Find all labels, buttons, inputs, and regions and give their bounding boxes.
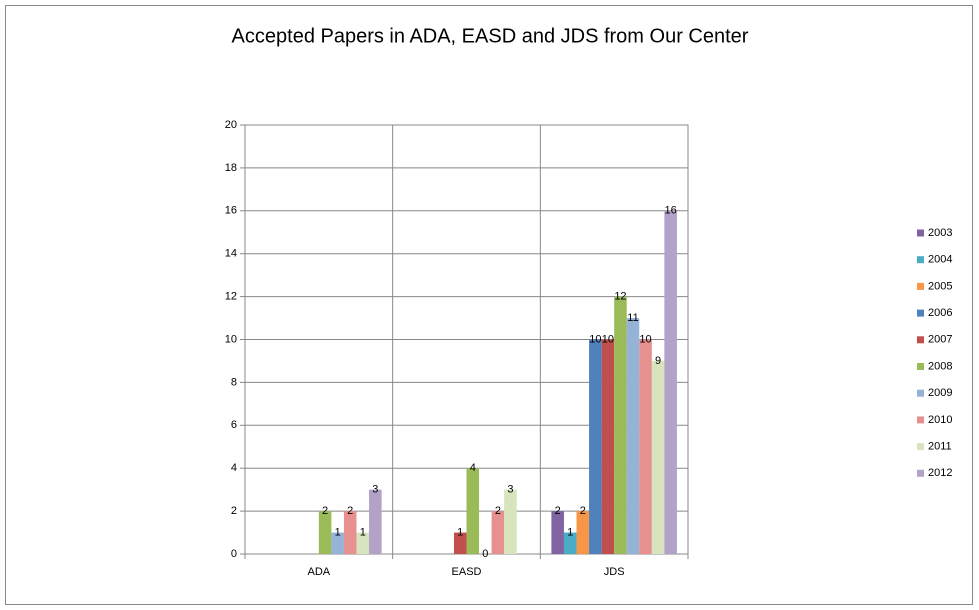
bar — [601, 339, 615, 554]
bar — [466, 468, 480, 554]
y-tick-label: 18 — [225, 162, 237, 174]
legend-swatch — [917, 389, 924, 397]
bar — [453, 532, 467, 554]
data-label: 2 — [495, 505, 501, 517]
bar — [651, 360, 665, 554]
legend-swatch — [917, 309, 924, 317]
data-label: 11 — [627, 312, 638, 324]
legend-label: 2008 — [928, 360, 952, 372]
y-tick-label: 20 — [225, 119, 237, 131]
bar — [626, 318, 640, 554]
bar — [369, 489, 382, 554]
bar — [504, 489, 517, 554]
data-label: 2 — [347, 505, 353, 517]
y-tick-label: 8 — [231, 376, 237, 388]
bar — [589, 339, 602, 554]
bar — [551, 511, 564, 554]
bar — [356, 532, 370, 554]
legend-label: 2012 — [928, 467, 952, 479]
x-tick-label: JDS — [604, 566, 625, 578]
y-tick-label: 6 — [231, 419, 237, 431]
y-tick-label: 14 — [225, 248, 237, 260]
data-label: 16 — [665, 205, 677, 217]
bar — [576, 511, 590, 554]
legend-swatch — [917, 416, 924, 424]
legend-label: 2006 — [928, 307, 952, 319]
data-label: 3 — [372, 484, 378, 496]
chart-title: Accepted Papers in ADA, EASD and JDS fro… — [232, 25, 749, 47]
legend-label: 2007 — [928, 334, 952, 346]
legend-label: 2009 — [928, 387, 952, 399]
data-label: 12 — [614, 291, 626, 303]
data-label: 10 — [602, 333, 614, 345]
y-tick-label: 16 — [225, 205, 237, 217]
legend-swatch — [917, 256, 924, 264]
data-label: 3 — [507, 484, 513, 496]
data-label: 9 — [655, 355, 661, 367]
legend-swatch — [917, 282, 924, 290]
x-tick-label: EASD — [452, 566, 482, 578]
bar — [331, 532, 344, 554]
data-label: 1 — [457, 526, 463, 538]
legend-label: 2005 — [928, 280, 952, 292]
data-label: 4 — [470, 462, 476, 474]
data-label: 10 — [639, 333, 651, 345]
legend-swatch — [917, 336, 924, 344]
legend-label: 2010 — [928, 414, 952, 426]
bar — [664, 210, 677, 555]
data-label: 1 — [335, 526, 341, 538]
y-tick-label: 10 — [225, 333, 237, 345]
y-tick-label: 2 — [231, 505, 237, 517]
bar — [639, 339, 652, 554]
legend-label: 2004 — [928, 254, 952, 266]
y-tick-label: 0 — [231, 548, 237, 560]
legend-swatch — [917, 363, 924, 370]
legend-swatch — [917, 229, 924, 237]
data-label: 10 — [589, 333, 601, 345]
bar — [318, 511, 332, 554]
x-tick-label: ADA — [308, 566, 331, 578]
data-label: 2 — [322, 505, 328, 517]
y-tick-label: 4 — [231, 462, 237, 474]
bar — [491, 511, 505, 554]
legend-label: 2011 — [928, 441, 952, 453]
data-label: 2 — [555, 505, 561, 517]
y-tick-label: 12 — [225, 291, 237, 303]
data-label: 2 — [580, 505, 586, 517]
data-label: 1 — [360, 526, 366, 538]
data-label: 1 — [567, 526, 573, 538]
bar — [343, 511, 357, 554]
bar — [614, 296, 627, 554]
bar — [563, 532, 577, 554]
legend-label: 2003 — [928, 227, 952, 239]
legend-swatch — [917, 443, 924, 451]
data-label: 0 — [482, 548, 488, 560]
legend-swatch — [917, 469, 924, 477]
